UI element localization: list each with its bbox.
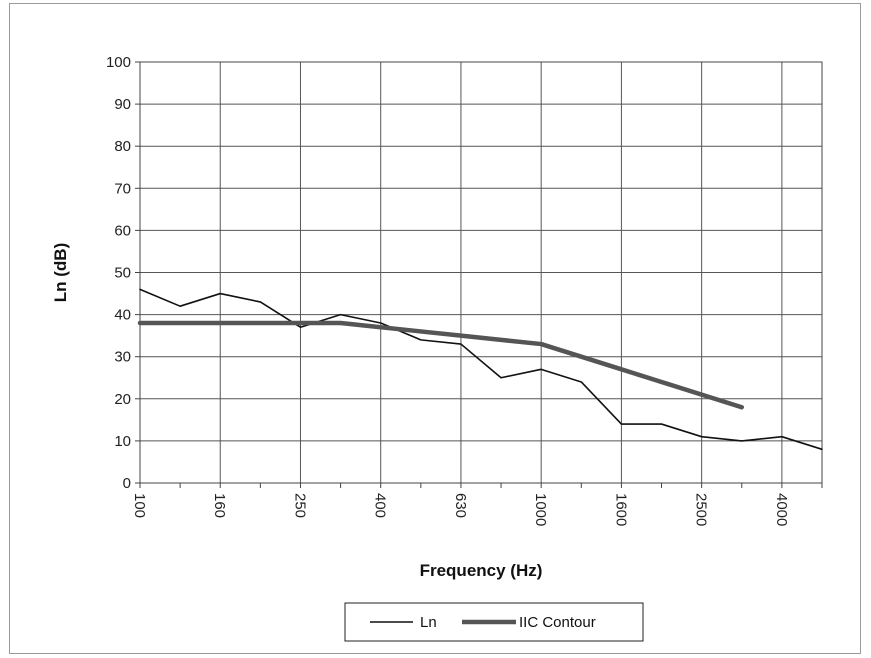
y-tick-label: 10 <box>114 433 131 450</box>
x-tick-label: 250 <box>291 493 308 518</box>
series-line-iic-contour <box>137 320 745 410</box>
y-tick-label: 30 <box>114 349 131 366</box>
y-tick-label: 80 <box>114 138 131 155</box>
series-group <box>137 288 823 451</box>
x-tick-label: 2500 <box>693 493 710 526</box>
legend-label: IIC Contour <box>519 614 596 631</box>
y-axis-title: Ln (dB) <box>51 243 70 302</box>
grid <box>139 61 822 484</box>
y-tick-label: 70 <box>114 180 131 197</box>
y-tick-label: 90 <box>114 96 131 113</box>
y-tick-label: 60 <box>114 222 131 239</box>
x-tick-label: 160 <box>211 493 228 518</box>
y-tick-label: 0 <box>123 475 131 492</box>
chart-frame <box>9 3 861 654</box>
x-tick-label: 1000 <box>532 493 549 526</box>
x-axis-title: Frequency (Hz) <box>420 561 543 580</box>
legend-label: Ln <box>420 614 437 631</box>
y-tick-label: 40 <box>114 307 131 324</box>
x-axis-ticks: 100 160 250 400 630 1000 1600 2500 4000 <box>131 483 823 526</box>
x-tick-label: 4000 <box>773 493 790 526</box>
legend: Ln IIC Contour <box>344 602 644 642</box>
y-tick-label: 50 <box>114 265 131 282</box>
y-tick-label: 20 <box>114 391 131 408</box>
y-axis-ticks: 0 10 20 30 40 50 60 70 80 90 100 <box>106 54 140 492</box>
y-tick-label: 100 <box>106 54 131 71</box>
x-tick-label: 630 <box>452 493 469 518</box>
x-tick-label: 100 <box>131 493 148 518</box>
series-line-ln <box>139 288 823 451</box>
x-tick-label: 1600 <box>612 493 629 526</box>
x-tick-label: 400 <box>372 493 389 518</box>
